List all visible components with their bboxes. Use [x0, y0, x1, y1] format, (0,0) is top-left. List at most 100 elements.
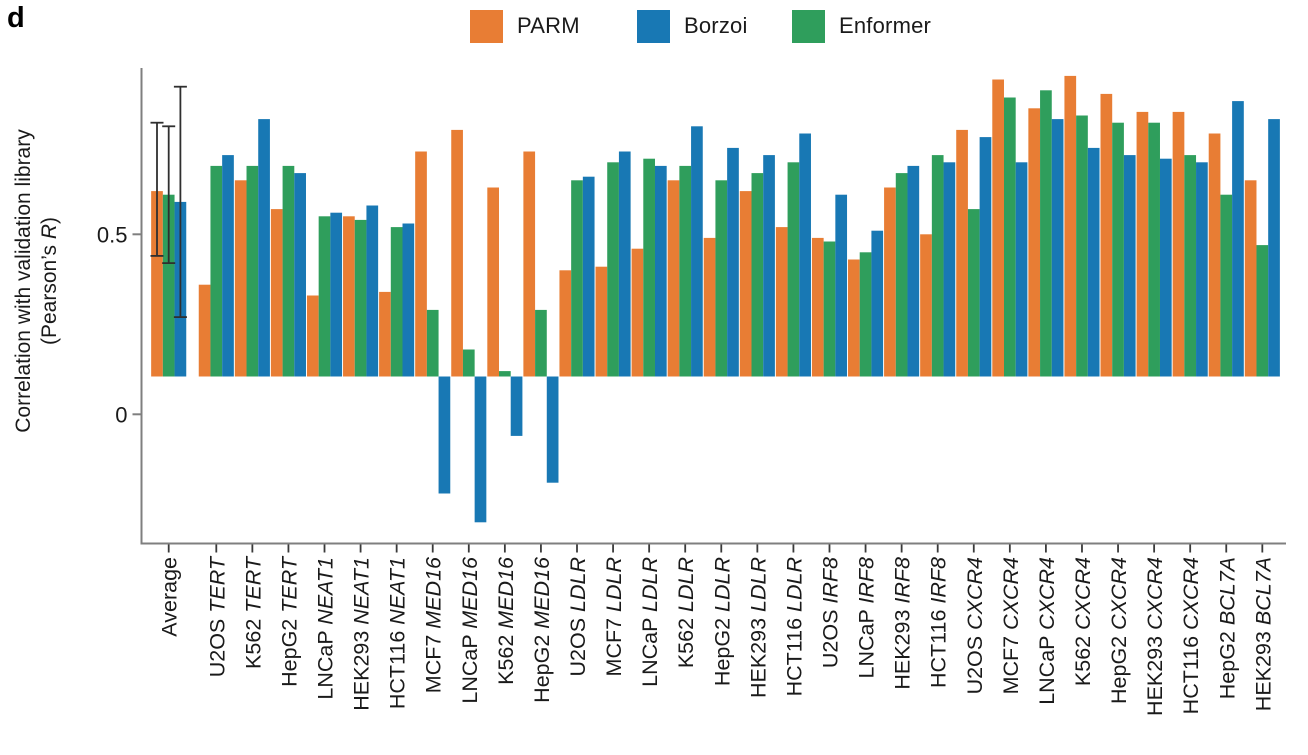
bar-borzoi-lncap-irf8 — [871, 230, 884, 377]
bar-borzoi-k562-cxcr4 — [1087, 147, 1100, 377]
bar-parm-hepg2-tert — [270, 209, 283, 377]
category-label-hepg2-med16: HepG2 MED16 — [530, 557, 554, 703]
parm-color-swatch-icon — [470, 9, 503, 43]
bar-parm-mcf7-med16 — [415, 151, 427, 377]
category-label-mcf7-ldlr: MCF7 LDLR — [602, 557, 626, 676]
bar-parm-hct116-irf8 — [920, 234, 932, 377]
bar-parm-hct116-cxcr4 — [1172, 111, 1185, 377]
legend-item-borzoi: Borzoi — [637, 9, 748, 43]
category-label-hek293-irf8: HEK293 IRF8 — [891, 557, 915, 690]
bar-borzoi-hek293-neat1 — [366, 205, 379, 377]
legend-label-parm: PARM — [517, 13, 580, 38]
bar-borzoi-hek293-bcl7a — [1268, 119, 1280, 377]
category-label-hct116-cxcr4: HCT116 CXCR4 — [1179, 557, 1203, 714]
bar-borzoi-hepg2-med16 — [546, 376, 559, 483]
bar-enformer-k562-med16 — [499, 371, 511, 377]
bar-borzoi-u2os-ldlr — [582, 176, 595, 377]
bar-enformer-hek293-ldlr — [751, 173, 764, 377]
bar-borzoi-hek293-cxcr4 — [1159, 158, 1172, 377]
bar-borzoi-mcf7-cxcr4 — [1015, 162, 1028, 377]
bar-enformer-hct116-neat1 — [390, 227, 403, 377]
bar-enformer-lncap-neat1 — [318, 216, 331, 377]
bar-enformer-hepg2-bcl7a — [1220, 194, 1233, 377]
bar-borzoi-hepg2-ldlr — [727, 147, 739, 377]
bar-enformer-hepg2-cxcr4 — [1112, 122, 1124, 377]
bar-parm-hek293-irf8 — [884, 187, 896, 377]
category-label-u2os-ldlr: U2OS LDLR — [566, 557, 590, 677]
bar-borzoi-hepg2-cxcr4 — [1123, 155, 1136, 377]
category-label-lncap-neat1: LNCaP NEAT1 — [314, 557, 338, 700]
bar-enformer-lncap-ldlr — [643, 158, 655, 377]
category-label-k562-ldlr: K562 LDLR — [674, 557, 698, 668]
bar-parm-lncap-cxcr4 — [1028, 108, 1041, 377]
category-label-u2os-irf8: U2OS IRF8 — [818, 557, 842, 668]
bar-borzoi-hek293-ldlr — [763, 155, 775, 377]
bar-enformer-u2os-ldlr — [571, 180, 583, 377]
bar-enformer-mcf7-ldlr — [607, 162, 619, 377]
bar-borzoi-mcf7-med16 — [438, 376, 451, 494]
bar-borzoi-u2os-irf8 — [835, 194, 848, 377]
borzoi-color-swatch-icon — [637, 9, 670, 43]
category-label-hek293-ldlr: HEK293 LDLR — [746, 557, 770, 698]
bar-parm-hepg2-med16 — [523, 151, 536, 377]
category-label-k562-tert: K562 TERT — [241, 555, 265, 669]
bar-enformer-k562-tert — [246, 165, 259, 377]
bar-borzoi-mcf7-ldlr — [618, 151, 631, 377]
category-label-hek293-neat1: HEK293 NEAT1 — [350, 557, 374, 711]
bar-parm-u2os-irf8 — [811, 237, 824, 377]
bar-enformer-hepg2-ldlr — [715, 180, 728, 377]
legend-item-enformer: Enformer — [792, 9, 931, 43]
bar-enformer-lncap-irf8 — [859, 252, 872, 377]
category-label-k562-med16: K562 MED16 — [494, 557, 518, 685]
error-bar-enformer-average — [162, 125, 176, 265]
bar-borzoi-hct116-ldlr — [799, 133, 811, 377]
bar-enformer-hek293-cxcr4 — [1148, 122, 1160, 377]
bar-enformer-k562-cxcr4 — [1076, 115, 1088, 377]
error-bar-parm-average — [150, 121, 164, 257]
category-label-hepg2-ldlr: HepG2 LDLR — [710, 557, 734, 686]
bar-enformer-hepg2-med16 — [535, 309, 547, 377]
bar-enformer-u2os-irf8 — [823, 241, 836, 377]
bar-parm-k562-tert — [234, 180, 247, 377]
bar-parm-hct116-neat1 — [379, 291, 391, 377]
bar-enformer-average — [162, 194, 175, 377]
category-label-lncap-cxcr4: LNCaP CXCR4 — [1035, 557, 1059, 705]
bar-parm-k562-cxcr4 — [1064, 75, 1077, 377]
category-label-hct116-neat1: HCT116 NEAT1 — [386, 557, 410, 709]
bar-borzoi-lncap-med16 — [474, 376, 487, 523]
category-label-hek293-cxcr4: HEK293 CXCR4 — [1143, 557, 1167, 716]
bar-parm-k562-ldlr — [667, 180, 680, 377]
bar-enformer-hek293-irf8 — [895, 173, 908, 377]
bar-parm-hepg2-cxcr4 — [1100, 93, 1113, 377]
bar-enformer-lncap-cxcr4 — [1040, 90, 1052, 377]
bar-enformer-mcf7-cxcr4 — [1003, 97, 1016, 377]
bar-borzoi-hct116-cxcr4 — [1196, 162, 1208, 377]
bar-parm-hek293-ldlr — [739, 191, 752, 377]
bar-borzoi-hct116-irf8 — [943, 162, 956, 377]
bar-borzoi-k562-tert — [258, 119, 270, 377]
bar-borzoi-lncap-neat1 — [330, 212, 343, 377]
bar-parm-average — [151, 191, 163, 377]
bar-borzoi-lncap-ldlr — [654, 165, 667, 377]
bar-parm-hepg2-bcl7a — [1208, 133, 1221, 377]
bar-enformer-u2os-tert — [210, 165, 223, 377]
category-label-average: Average — [158, 557, 182, 637]
bar-enformer-k562-ldlr — [679, 165, 692, 377]
error-bar-borzoi-average — [173, 85, 187, 319]
category-label-hct116-irf8: HCT116 IRF8 — [927, 557, 951, 688]
category-label-mcf7-med16: MCF7 MED16 — [422, 557, 446, 693]
legend-label-enformer: Enformer — [839, 13, 932, 38]
bar-parm-mcf7-ldlr — [595, 266, 608, 377]
bar-parm-u2os-tert — [198, 284, 211, 377]
category-label-k562-cxcr4: K562 CXCR4 — [1071, 557, 1095, 686]
category-label-hepg2-cxcr4: HepG2 CXCR4 — [1107, 557, 1131, 704]
bar-borzoi-hek293-irf8 — [907, 165, 920, 377]
bar-parm-hek293-cxcr4 — [1136, 111, 1149, 377]
bar-enformer-hepg2-tert — [282, 165, 295, 377]
bar-enformer-mcf7-med16 — [426, 309, 439, 377]
category-label-u2os-tert: U2OS TERT — [205, 555, 229, 677]
bar-borzoi-lncap-cxcr4 — [1051, 119, 1064, 377]
legend-label-borzoi: Borzoi — [684, 13, 748, 38]
